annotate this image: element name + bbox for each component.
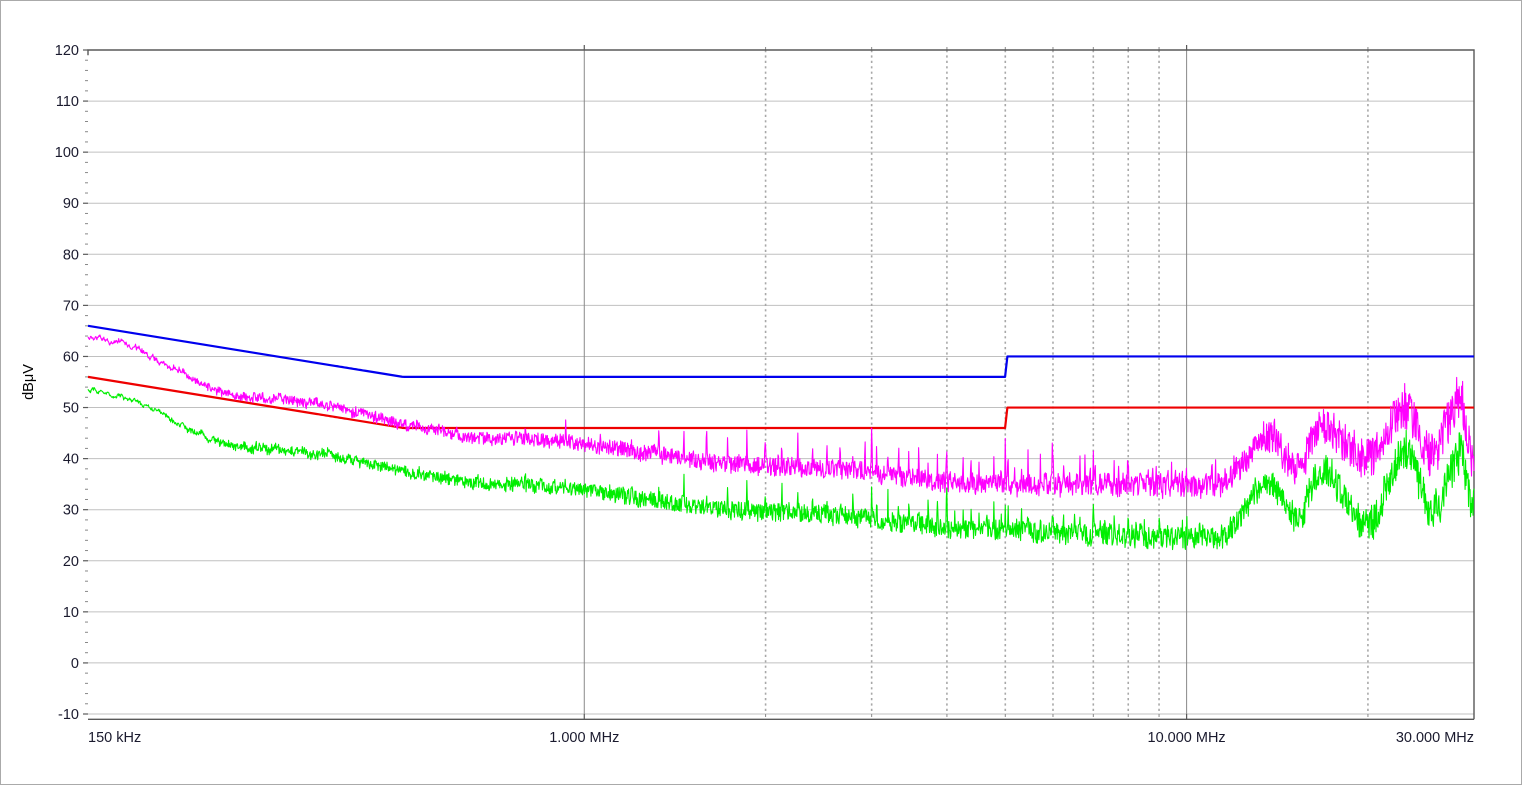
svg-text:1.000 MHz: 1.000 MHz [549, 730, 619, 746]
svg-text:70: 70 [63, 298, 79, 314]
svg-text:dBμV: dBμV [21, 364, 37, 400]
svg-text:110: 110 [56, 94, 79, 110]
svg-text:-10: -10 [58, 707, 79, 723]
svg-text:10.000 MHz: 10.000 MHz [1148, 730, 1226, 746]
svg-text:90: 90 [63, 196, 79, 212]
svg-text:80: 80 [63, 247, 79, 263]
svg-text:30: 30 [63, 503, 79, 519]
svg-text:50: 50 [63, 401, 79, 417]
svg-text:150 kHz: 150 kHz [88, 730, 141, 746]
svg-text:100: 100 [55, 145, 79, 161]
svg-text:120: 120 [55, 43, 79, 59]
svg-text:10: 10 [63, 605, 79, 621]
svg-text:0: 0 [71, 656, 79, 672]
svg-text:40: 40 [63, 452, 79, 468]
svg-text:60: 60 [63, 350, 79, 366]
svg-text:30.000 MHz: 30.000 MHz [1396, 730, 1474, 746]
svg-text:20: 20 [63, 554, 79, 570]
